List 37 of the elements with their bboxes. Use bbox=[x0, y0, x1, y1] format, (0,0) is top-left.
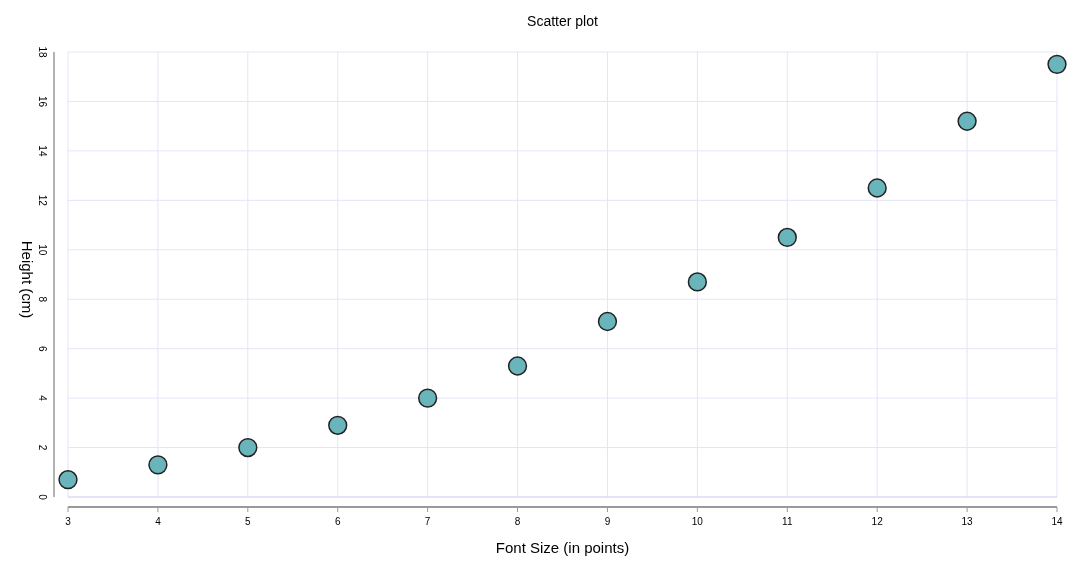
y-tick-label: 0 bbox=[36, 494, 48, 501]
y-tick-label: 10 bbox=[36, 244, 48, 256]
chart-title: Scatter plot bbox=[527, 13, 599, 29]
y-tick-label: 4 bbox=[36, 395, 48, 402]
y-axis-title: Height (cm) bbox=[19, 240, 36, 319]
point bbox=[957, 111, 977, 131]
x-tick-label: 3 bbox=[65, 516, 72, 527]
x-tick-label: 5 bbox=[245, 516, 252, 527]
x-tick-label: 14 bbox=[1051, 516, 1063, 527]
point bbox=[417, 388, 438, 408]
x-axis-title: Font Size (in points) bbox=[495, 539, 630, 556]
x-tick-label: 8 bbox=[514, 516, 521, 527]
y-tick-label: 6 bbox=[36, 345, 48, 352]
x-tick-label: 6 bbox=[334, 516, 341, 527]
point bbox=[238, 437, 258, 458]
y-tick-label: 16 bbox=[36, 95, 48, 108]
point bbox=[777, 227, 797, 248]
y-tick-label: 8 bbox=[36, 296, 48, 303]
point bbox=[1047, 54, 1067, 75]
x-tick-label: 13 bbox=[961, 516, 974, 527]
point bbox=[687, 272, 708, 292]
point bbox=[148, 455, 168, 475]
y-tick-label: 18 bbox=[36, 46, 48, 58]
point bbox=[597, 311, 618, 332]
y-tick-label: 14 bbox=[36, 145, 48, 157]
point bbox=[867, 178, 887, 198]
x-tick-label: 9 bbox=[604, 516, 611, 527]
x-tick-label: 10 bbox=[691, 516, 704, 527]
point bbox=[507, 356, 528, 376]
y-tick-label: 2 bbox=[36, 444, 48, 451]
point bbox=[328, 415, 348, 435]
y-tick-label: 12 bbox=[36, 194, 48, 207]
x-tick-label: 12 bbox=[871, 516, 884, 527]
point bbox=[58, 470, 78, 490]
x-tick-label: 4 bbox=[155, 516, 162, 527]
x-tick-label: 7 bbox=[424, 516, 431, 527]
x-tick-label: 11 bbox=[782, 516, 793, 527]
